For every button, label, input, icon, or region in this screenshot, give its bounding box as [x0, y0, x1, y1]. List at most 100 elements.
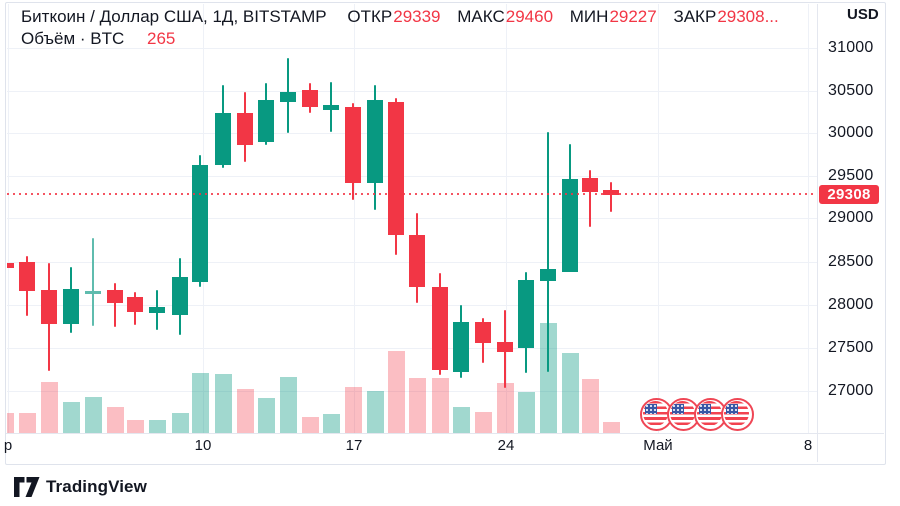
candle-body	[85, 291, 101, 294]
candle-body	[7, 263, 14, 268]
h-gridline	[7, 391, 817, 392]
volume-bar	[171, 413, 189, 433]
volume-bar	[18, 413, 36, 433]
flag-stripes	[643, 401, 668, 426]
candle-body	[107, 290, 123, 303]
candle-body	[540, 269, 556, 281]
chart-card	[5, 2, 886, 465]
candle-wick	[114, 283, 116, 327]
volume-bar	[40, 382, 58, 433]
volume-bar	[602, 422, 620, 433]
volume-bar	[474, 412, 492, 433]
price-tick-label: 27500	[828, 339, 874, 356]
volume-bar	[257, 398, 275, 433]
legend-symbol-row: Биткоин / Доллар США, 1Д, BITSTAMP ОТКР2…	[21, 6, 779, 28]
low-label: МИН	[569, 7, 609, 26]
volume-bar	[517, 392, 535, 433]
candle-body	[367, 100, 383, 183]
volume-bar	[301, 417, 319, 433]
flag-stripes	[697, 401, 722, 426]
candle-body	[192, 165, 208, 282]
volume-label: Объём · BTC	[21, 29, 125, 48]
v-gridline	[658, 4, 659, 433]
candle-wick	[547, 132, 549, 372]
volume-bar	[366, 391, 384, 433]
volume-bar	[62, 402, 80, 433]
h-gridline	[7, 305, 817, 306]
tradingview-logo-icon	[14, 477, 40, 497]
time-tick-label: 17	[345, 437, 363, 454]
time-axis[interactable]: р 10 17 24 Май 8	[0, 436, 884, 460]
volume-bar	[561, 353, 579, 433]
time-axis-separator	[6, 433, 884, 434]
volume-bar	[214, 374, 232, 433]
tradingview-wordmark: TradingView	[46, 477, 147, 496]
time-tick-label: Май	[643, 437, 673, 454]
volume-bar	[322, 414, 340, 433]
high-value: 29460	[505, 7, 554, 26]
price-axis[interactable]: USD 31000 30500 30000 29500 29000 28500 28000 2…	[819, 0, 883, 462]
volume-bar	[408, 378, 426, 433]
volume-bar	[106, 407, 124, 433]
volume-bar	[387, 351, 405, 433]
candle-body	[562, 179, 578, 272]
time-tick-label: р	[3, 437, 13, 454]
price-tick-label: 28500	[828, 253, 874, 270]
v-gridline	[506, 4, 507, 433]
h-gridline	[7, 218, 817, 219]
chart-legend: Биткоин / Доллар США, 1Д, BITSTAMP ОТКР2…	[21, 6, 779, 50]
candle-body	[475, 322, 491, 343]
price-tick-label: 27000	[828, 382, 874, 399]
tradingview-attribution[interactable]: TradingView	[14, 477, 147, 497]
candle-body	[149, 307, 165, 313]
flag-canton	[645, 404, 657, 415]
candle-body	[237, 113, 253, 145]
volume-bar	[126, 420, 144, 433]
h-gridline	[7, 91, 817, 92]
volume-bar	[496, 383, 514, 433]
price-tick-label: 28000	[828, 296, 874, 313]
flag-stripes	[724, 401, 749, 426]
plot-area[interactable]	[7, 4, 817, 433]
price-tick-label: 29500	[828, 167, 874, 184]
volume-bar	[7, 413, 14, 433]
candle-body	[127, 297, 143, 312]
last-price-line	[7, 193, 817, 195]
price-tick-label: 30000	[828, 124, 874, 141]
close-label: ЗАКР	[673, 7, 717, 26]
candle-wick	[589, 170, 591, 227]
time-tick-label: 8	[803, 437, 813, 454]
time-tick-label: 24	[497, 437, 515, 454]
us-flag-icon[interactable]	[720, 397, 754, 431]
high-label: МАКС	[457, 7, 505, 26]
volume-bar	[431, 378, 449, 433]
candle-body	[19, 262, 35, 291]
candle-body	[215, 113, 231, 165]
candle-body	[323, 105, 339, 110]
flag-canton	[672, 404, 684, 415]
candle-body	[518, 280, 534, 348]
open-label: ОТКР	[347, 7, 393, 26]
candle-body	[302, 90, 318, 107]
candle-body	[603, 190, 619, 195]
v-gridline	[354, 4, 355, 433]
close-value: 29308...	[717, 7, 779, 26]
volume-bar	[279, 377, 297, 433]
low-value: 29227	[609, 7, 657, 26]
candle-body	[63, 289, 79, 324]
candle-body	[280, 92, 296, 102]
flag-stripes	[670, 401, 695, 426]
price-axis-separator	[817, 4, 818, 462]
price-tick-label: 31000	[828, 39, 874, 56]
volume-bar	[539, 323, 557, 433]
candle-body	[345, 107, 361, 183]
candle-body	[582, 178, 598, 192]
candle-body	[41, 290, 57, 324]
candle-body	[388, 102, 404, 235]
price-tick-label: 30500	[828, 82, 874, 99]
flag-canton	[726, 404, 738, 415]
volume-bar	[191, 373, 209, 433]
candle-wick	[610, 182, 612, 212]
last-price-badge: 29308	[819, 184, 879, 204]
